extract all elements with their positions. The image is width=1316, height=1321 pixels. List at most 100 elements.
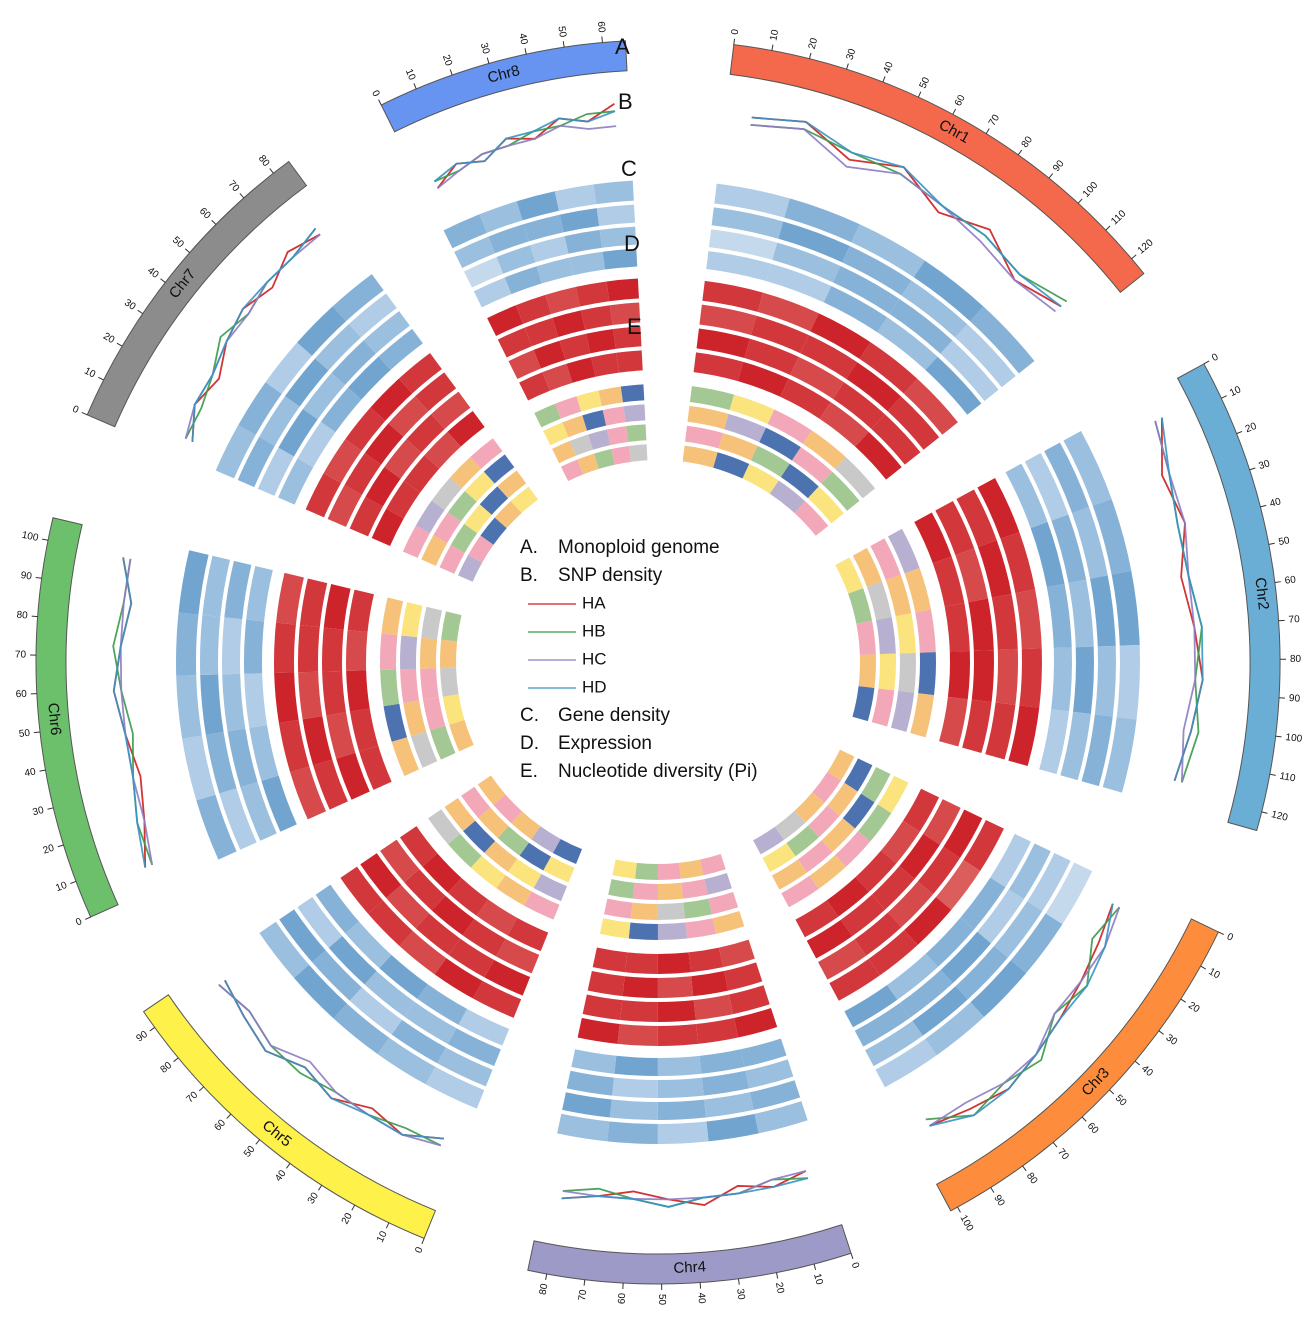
- chromosome-name: Chr6: [44, 702, 64, 736]
- tick-label: 50: [656, 1294, 667, 1306]
- tick-mark: [1204, 361, 1209, 364]
- expression-cell: [623, 976, 658, 998]
- expression-cell: [300, 578, 327, 627]
- gene-density-cell: [1095, 646, 1116, 717]
- tick-label: 20: [1244, 421, 1259, 435]
- expression-cell: [992, 594, 1018, 650]
- tick-label: 80: [159, 1060, 175, 1076]
- chromosome-name: Chr4: [673, 1258, 706, 1277]
- gene-density-cell: [200, 615, 220, 675]
- tick-mark: [918, 92, 921, 97]
- gene-density-cell: [176, 675, 202, 739]
- tick-label: 10: [54, 880, 69, 894]
- gene-density-cell: [569, 252, 605, 275]
- tick-label: 60: [1284, 574, 1297, 586]
- pi-cell: [683, 446, 718, 468]
- pi-cell: [631, 903, 658, 920]
- pi-cell: [878, 654, 896, 691]
- tick-label: 60: [1085, 1121, 1101, 1137]
- snp-line: [438, 104, 615, 189]
- expression-cell: [576, 281, 610, 306]
- expression-cell: [298, 625, 320, 672]
- tick-label: 10: [768, 28, 781, 41]
- expression-cell: [968, 598, 993, 650]
- pi-cell: [898, 653, 916, 693]
- track-letter: C: [621, 156, 637, 181]
- pi-cell: [611, 446, 631, 465]
- expression-cell: [581, 305, 613, 330]
- tick-mark: [240, 193, 244, 197]
- tick-mark: [958, 1207, 961, 1212]
- expression-cell: [322, 671, 346, 715]
- tick-label: 40: [516, 32, 529, 46]
- track-letter: E: [627, 314, 642, 339]
- tick-label: 40: [145, 265, 161, 281]
- tick-label: 80: [16, 610, 28, 622]
- pi-cell: [713, 911, 745, 934]
- expression-cell: [618, 1024, 658, 1046]
- tick-mark: [1023, 1166, 1027, 1171]
- tick-label: 60: [212, 1117, 228, 1133]
- tick-label: 80: [256, 153, 272, 169]
- pi-cell: [421, 607, 442, 639]
- gene-density-cell: [658, 1121, 709, 1144]
- gene-density-cell: [702, 1071, 749, 1096]
- tick-label: 20: [807, 37, 820, 51]
- pi-cell: [709, 892, 739, 914]
- tick-label: 50: [1113, 1093, 1129, 1109]
- gene-density-cell: [612, 1078, 658, 1098]
- tick-mark: [150, 1027, 155, 1031]
- expression-cell: [346, 630, 368, 671]
- pi-cell: [848, 588, 872, 624]
- expression-cell: [620, 1000, 658, 1022]
- gene-density-cell: [1047, 584, 1072, 648]
- expression-cell: [945, 603, 970, 652]
- gene-density-cell: [597, 205, 635, 226]
- expression-cell: [593, 948, 628, 973]
- tick-label: 40: [1269, 496, 1283, 510]
- tick-mark: [450, 69, 452, 75]
- pi-cell: [876, 617, 896, 654]
- gene-density-cell: [524, 215, 564, 242]
- tick-label: 70: [577, 1289, 589, 1302]
- tick-label: 70: [1288, 614, 1300, 626]
- expression-cell: [658, 1024, 698, 1046]
- tick-mark: [1109, 1090, 1113, 1094]
- legend-entry: HB: [582, 621, 606, 640]
- tick-mark: [286, 1163, 290, 1168]
- gene-density-cell: [1051, 647, 1072, 711]
- tick-mark: [1260, 505, 1266, 506]
- tick-label: 30: [306, 1190, 322, 1206]
- expression-cell: [322, 628, 344, 672]
- tick-mark: [1132, 255, 1137, 259]
- gene-density-cell: [571, 1049, 616, 1073]
- tick-label: 70: [226, 179, 242, 195]
- tick-label: 40: [24, 766, 37, 779]
- expression-cell: [625, 952, 658, 974]
- tick-mark: [379, 100, 382, 105]
- expression-cell: [276, 573, 304, 625]
- tick-mark: [160, 279, 165, 283]
- gene-density-cell: [565, 230, 602, 254]
- tick-mark: [1159, 1031, 1164, 1035]
- pi-cell: [629, 444, 648, 462]
- pi-cell: [598, 386, 623, 406]
- pi-cell: [380, 633, 397, 669]
- pi-cell: [679, 860, 703, 879]
- tick-label: 50: [242, 1144, 258, 1160]
- tick-mark: [546, 1274, 547, 1280]
- pi-cell: [685, 918, 716, 938]
- tick-mark: [34, 732, 40, 733]
- pi-cell: [658, 863, 681, 880]
- tick-mark: [1106, 226, 1110, 230]
- tick-mark: [777, 1273, 778, 1279]
- tick-label: 10: [1228, 384, 1243, 399]
- pi-cell: [683, 899, 711, 919]
- gene-density-cell: [244, 620, 264, 674]
- gene-density-cell: [244, 673, 267, 728]
- tick-label: 120: [1136, 237, 1156, 256]
- tick-mark: [185, 249, 190, 253]
- legend-entry: HD: [582, 677, 607, 696]
- expression-cell: [939, 697, 968, 747]
- gene-density-cell: [560, 208, 599, 232]
